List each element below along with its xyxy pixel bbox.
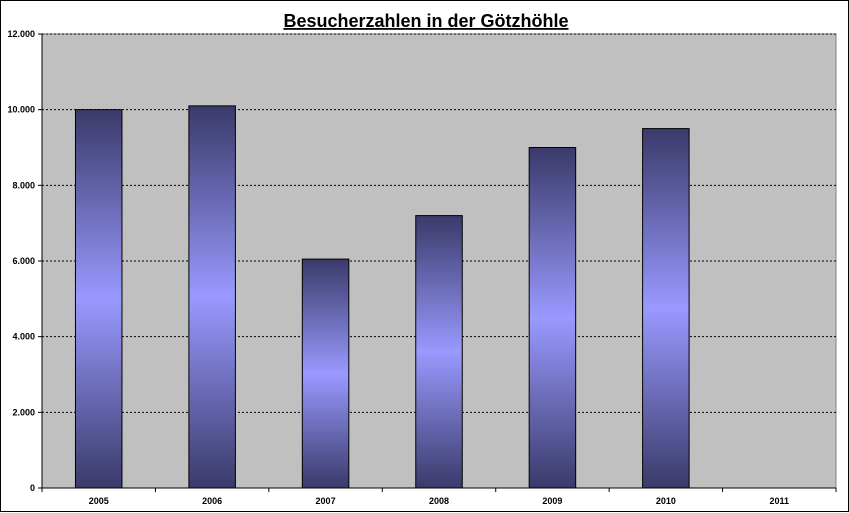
y-tick-labels: 0 2.000 4.000 6.000 8.000 10.000 12.000	[7, 29, 35, 493]
bars	[74, 105, 690, 489]
y-tick-label: 2.000	[12, 407, 35, 417]
x-tick-label: 2009	[542, 496, 562, 506]
x-tick-label: 2006	[202, 496, 222, 506]
y-tick-label: 12.000	[7, 29, 35, 39]
y-tick-label: 6.000	[12, 256, 35, 266]
bar-2010	[642, 128, 690, 489]
x-tick-label: 2007	[316, 496, 336, 506]
y-tick-label: 4.000	[12, 332, 35, 342]
x-tick-label: 2011	[770, 496, 790, 506]
y-tick-label: 10.000	[7, 105, 35, 115]
x-tick-label: 2005	[89, 496, 109, 506]
y-tick-label: 0	[30, 483, 35, 493]
x-tick-label: 2008	[429, 496, 449, 506]
x-tick-labels: 2005 2006 2007 2008 2009 2010 2011	[89, 496, 789, 506]
grid-lines	[42, 33, 836, 413]
bar-2007	[301, 258, 350, 489]
bar-2009	[528, 147, 577, 489]
bar-2006	[188, 105, 236, 489]
chart-title: Besucherzahlen in der Götzhöhle	[283, 11, 568, 31]
axes	[38, 33, 837, 492]
bar-2005	[74, 109, 123, 489]
bar-2008	[415, 215, 463, 489]
x-tick-label: 2010	[656, 496, 676, 506]
y-tick-label: 8.000	[12, 180, 35, 190]
